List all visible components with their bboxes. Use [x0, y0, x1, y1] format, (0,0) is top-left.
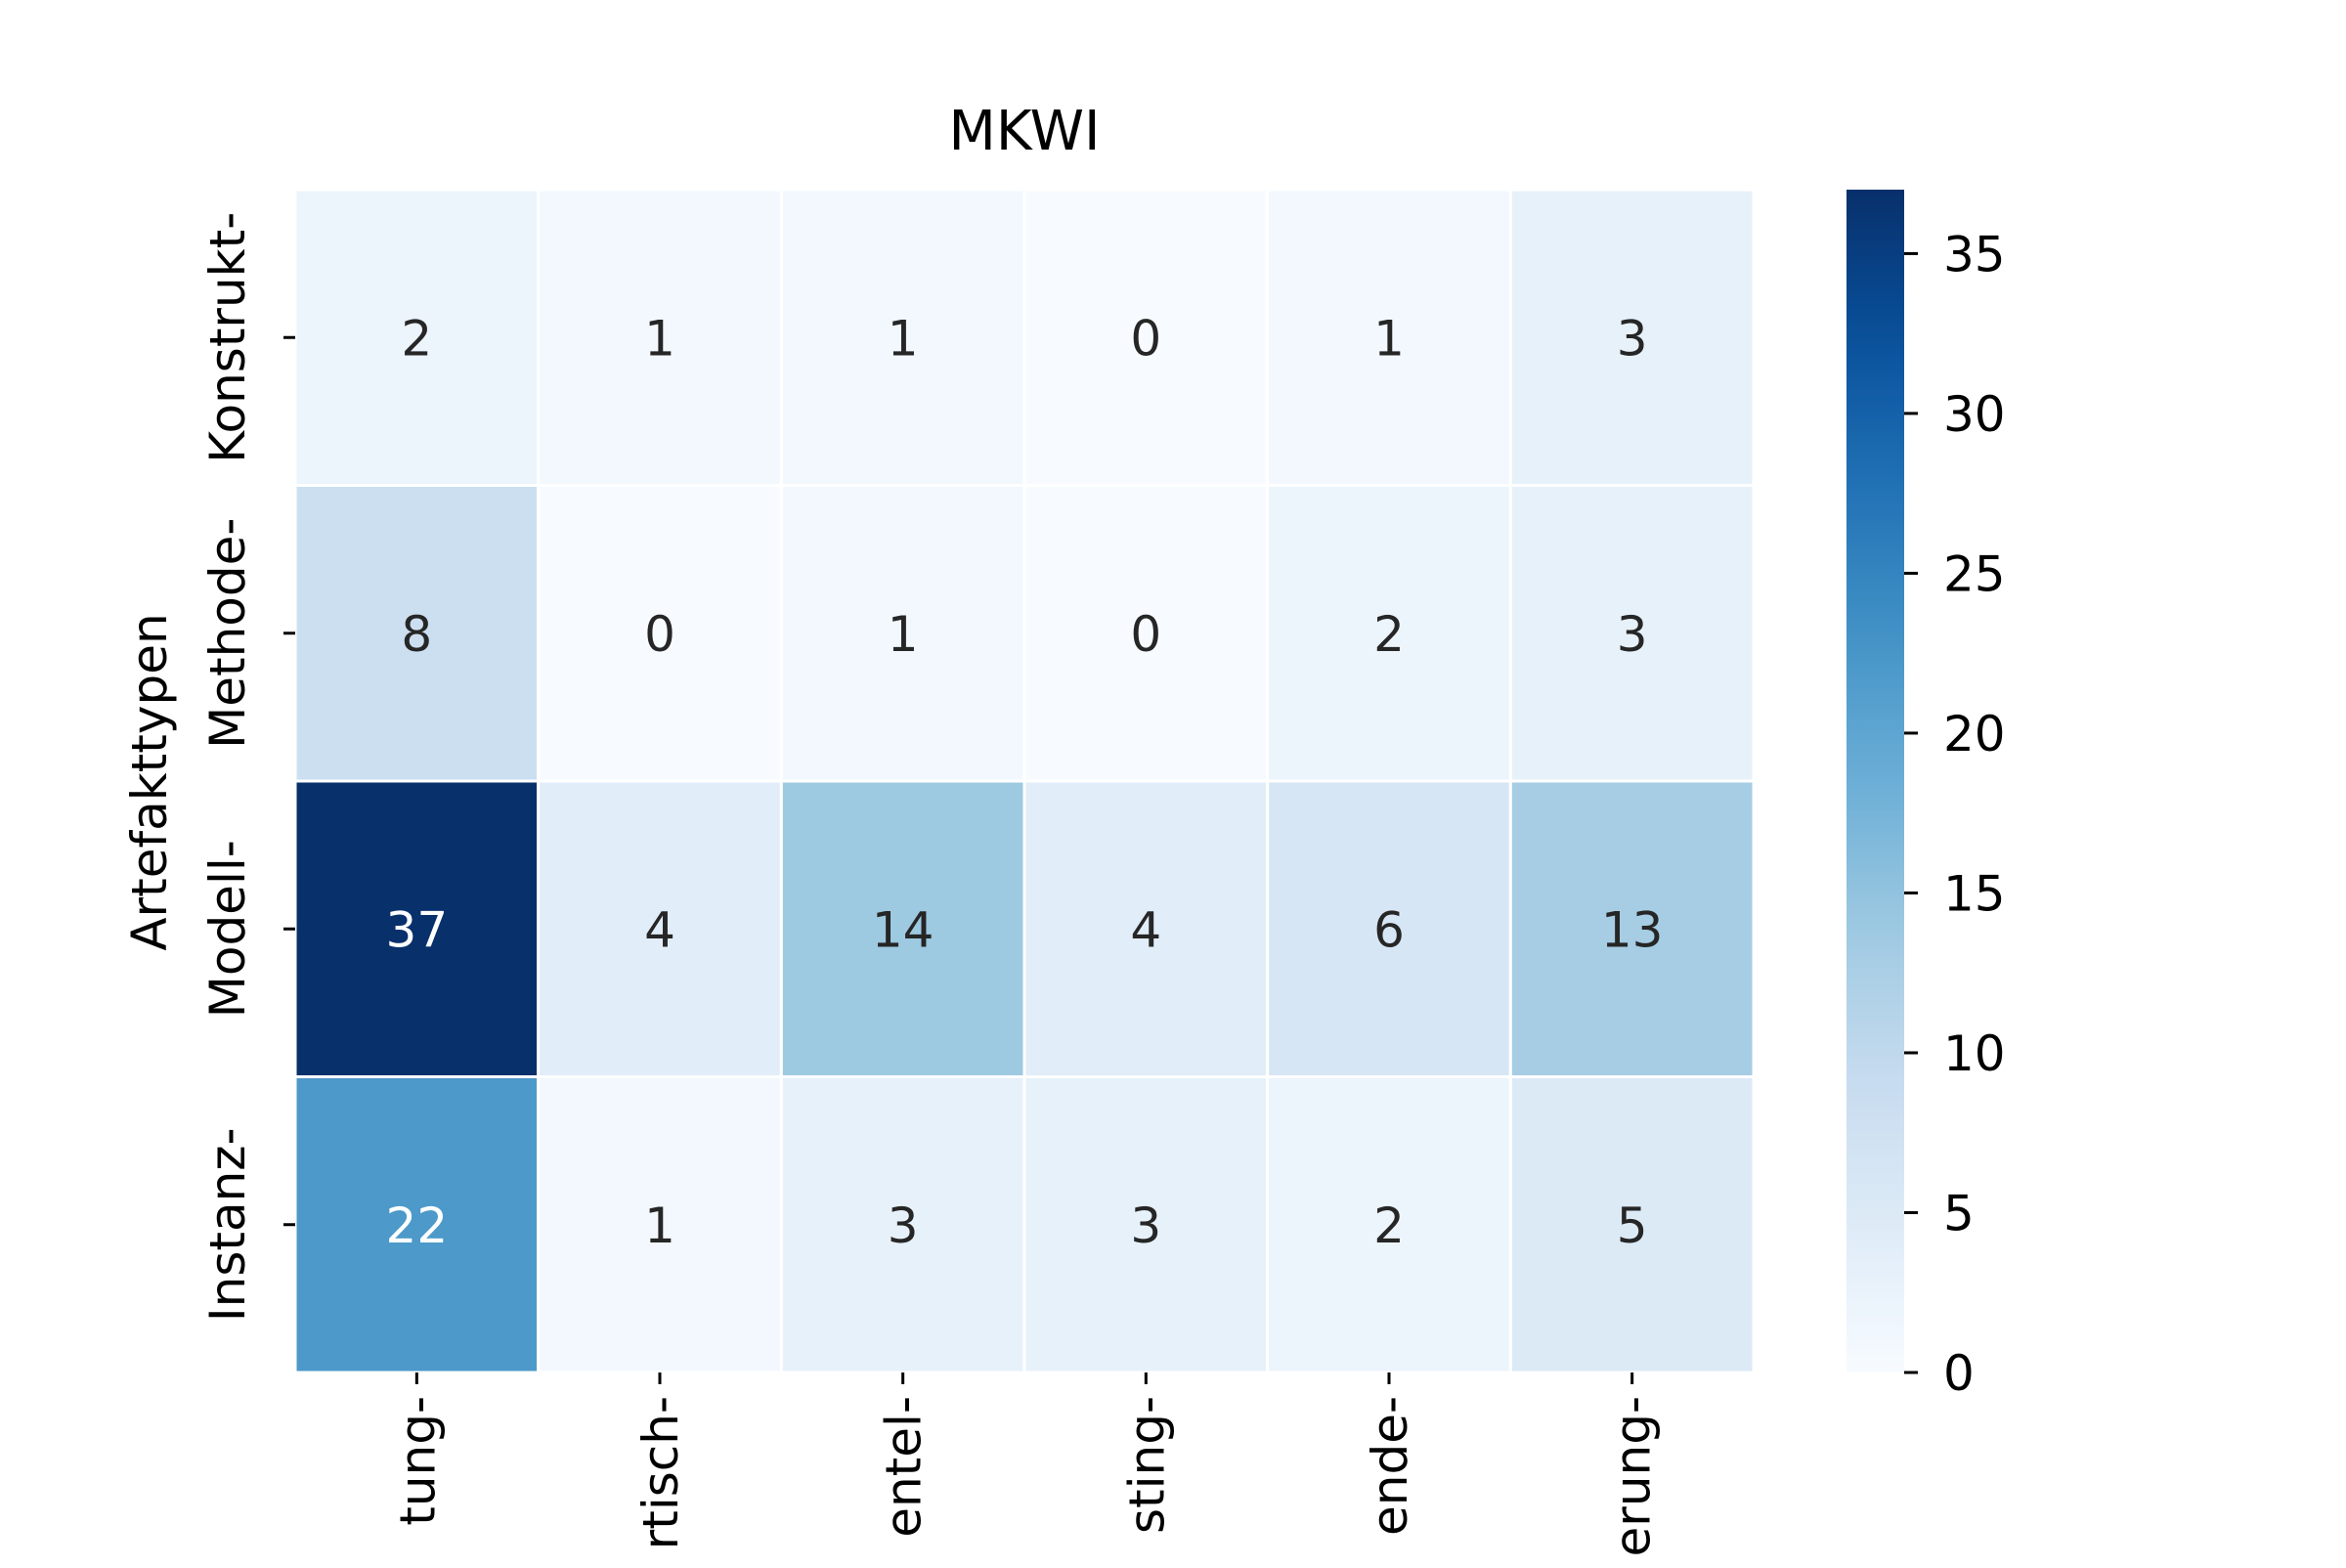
heatmap-cell-label: 8 — [401, 606, 432, 663]
x-axis-ticks: tung-rtisch-entel-sting-ende-erung- — [389, 1372, 1662, 1556]
colorbar-gradient — [1846, 190, 1904, 1372]
heatmap-cell-label: 0 — [1130, 310, 1161, 367]
y-tick-label: Methode- — [199, 518, 256, 749]
colorbar-tick-label: 0 — [1943, 1345, 1975, 1402]
heatmap-cell — [537, 1075, 783, 1374]
heatmap-cell — [1022, 188, 1270, 487]
heatmap-cell-label: 3 — [888, 1198, 919, 1254]
heatmap-cell-label: 5 — [1617, 1198, 1648, 1254]
heatmap-cell-label: 1 — [644, 310, 675, 367]
heatmap-cell-label: 3 — [1617, 606, 1648, 663]
heatmap-cell-label: 2 — [1373, 1198, 1405, 1254]
chart-title: MKWI — [949, 100, 1101, 163]
heatmap-cell — [537, 188, 783, 487]
x-tick-label: ende- — [1362, 1396, 1418, 1536]
heatmap-cell-label: 1 — [1373, 310, 1405, 367]
y-axis-ticks: Konstrukt- Methode- Modell- Instanz- — [199, 212, 295, 1322]
heatmap-cell-label: 4 — [1130, 901, 1161, 958]
x-tick-label: sting- — [1118, 1396, 1175, 1534]
heatmap-cell — [1022, 484, 1270, 783]
heatmap-cell-label: 3 — [1617, 310, 1648, 367]
heatmap-cell-label: 22 — [386, 1198, 449, 1254]
heatmap-cell-label: 2 — [1373, 606, 1405, 663]
colorbar-tick-label: 25 — [1943, 545, 2006, 602]
heatmap-cell-label: 4 — [644, 901, 675, 958]
colorbar-tick-label: 35 — [1943, 226, 2006, 283]
colorbar-tick-label: 5 — [1943, 1185, 1975, 1241]
heatmap-cell — [1508, 188, 1756, 487]
heatmap-cell — [1022, 779, 1270, 1078]
y-axis-label: Artefakttypen — [121, 613, 178, 950]
heatmap-cell — [1508, 1075, 1756, 1374]
heatmap-cell — [1266, 779, 1512, 1078]
heatmap-cells — [293, 188, 1756, 1374]
heatmap-cell — [1508, 484, 1756, 783]
heatmap-cell-label: 2 — [401, 310, 432, 367]
heatmap-cell-label: 1 — [644, 1198, 675, 1254]
heatmap-cell — [779, 779, 1026, 1078]
x-tick-label: erung- — [1605, 1396, 1662, 1556]
x-tick-label: rtisch- — [632, 1396, 689, 1549]
heatmap-cell — [1022, 1075, 1270, 1374]
heatmap-cell-label: 6 — [1373, 901, 1405, 958]
heatmap-cell-label: 37 — [386, 901, 449, 958]
x-tick-label: entel- — [876, 1396, 933, 1538]
heatmap-cell-label: 14 — [872, 901, 934, 958]
y-tick-label: Konstrukt- — [199, 212, 256, 463]
colorbar-tick-label: 30 — [1943, 386, 2006, 443]
heatmap-cell — [537, 779, 783, 1078]
heatmap-cell-label: 1 — [888, 310, 919, 367]
colorbar-tick-label: 20 — [1943, 706, 2006, 762]
heatmap-cell-label: 1 — [888, 606, 919, 663]
heatmap-cell — [779, 1075, 1026, 1374]
colorbar-tick-label: 15 — [1943, 865, 2006, 922]
heatmap-cell — [1266, 1075, 1512, 1374]
y-tick-label: Instanz- — [199, 1127, 256, 1322]
heatmap-cell-label: 0 — [644, 606, 675, 663]
heatmap-cell — [1266, 188, 1512, 487]
heatmap-cell — [293, 188, 541, 487]
x-tick-label: tung- — [389, 1396, 446, 1526]
heatmap-cell — [779, 188, 1026, 487]
heatmap-cell — [537, 484, 783, 783]
colorbar-tick-label: 10 — [1943, 1025, 2006, 1082]
heatmap-cell — [293, 1075, 541, 1374]
heatmap-cell-label: 0 — [1130, 606, 1161, 663]
heatmap-cell-label: 13 — [1601, 901, 1664, 958]
heatmap-cell — [1508, 779, 1756, 1078]
y-tick-label: Modell- — [199, 840, 256, 1018]
colorbar: 0 5 10 15 20 25 30 35 — [1846, 190, 2006, 1402]
heatmap-cell — [293, 779, 541, 1078]
heatmap-cell-label: 3 — [1130, 1198, 1161, 1254]
